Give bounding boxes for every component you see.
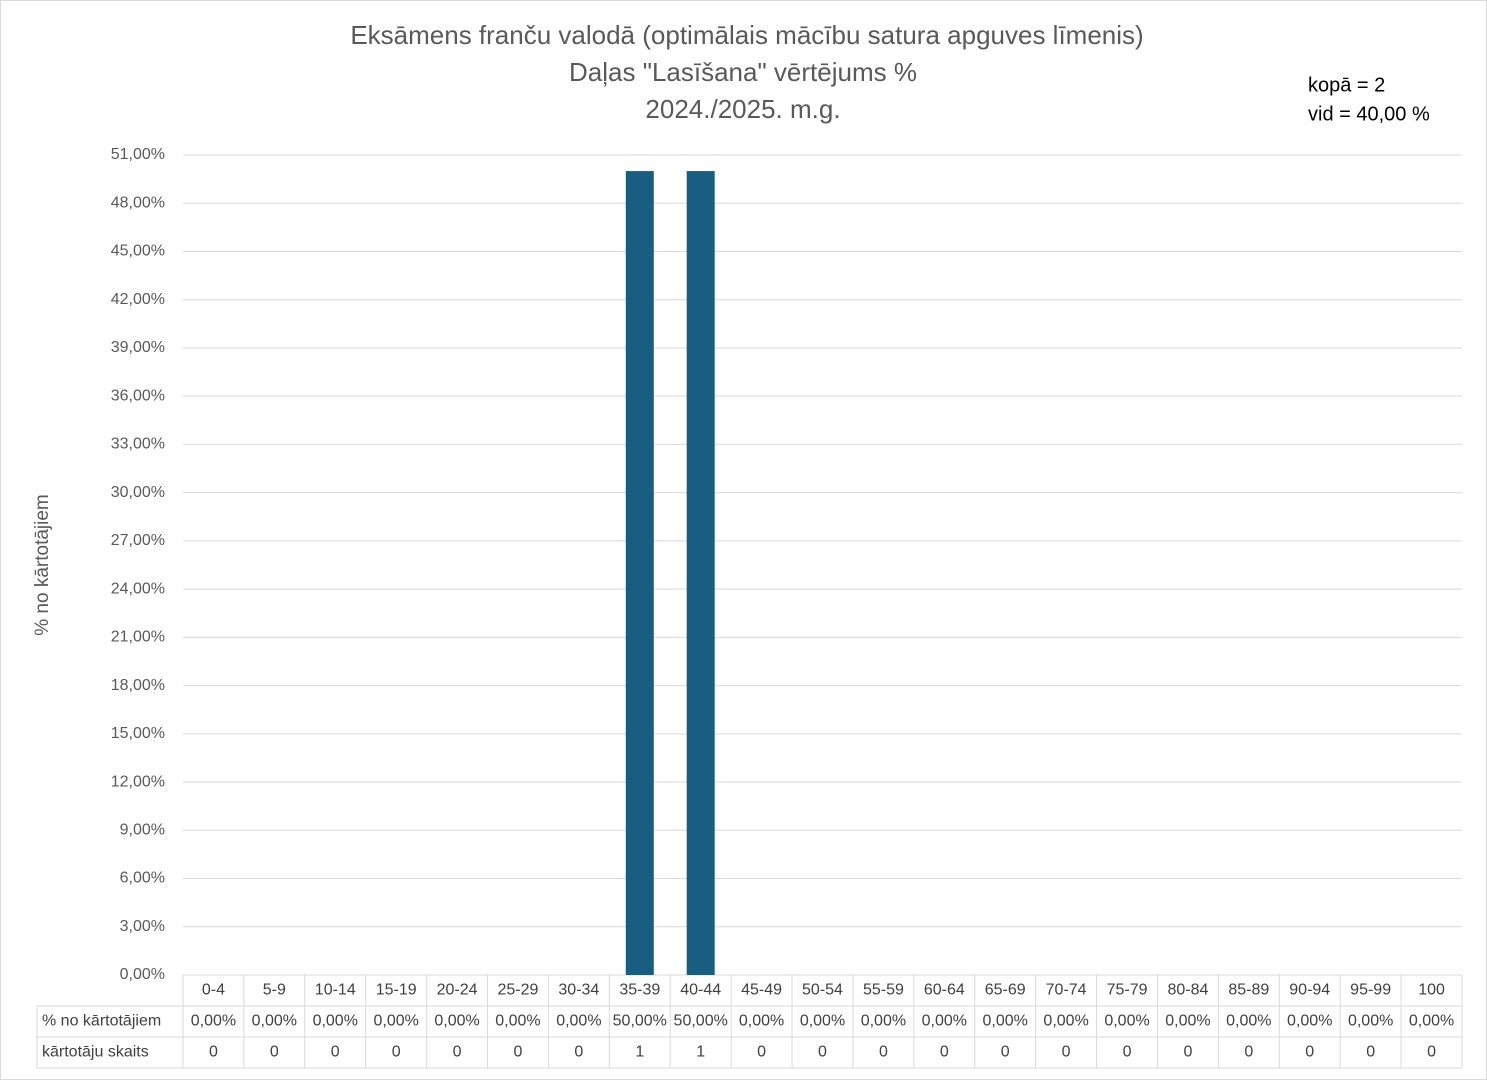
table-count: 0: [757, 1044, 766, 1061]
table-count: 0: [331, 1044, 340, 1061]
x-tick-label: 20-24: [437, 982, 478, 999]
x-tick-label: 5-9: [263, 982, 286, 999]
table-value: 0,00%: [739, 1013, 784, 1030]
x-tick-label: 30-34: [558, 982, 599, 999]
table-value: 0,00%: [313, 1013, 358, 1030]
x-tick-label: 95-99: [1350, 982, 1391, 999]
x-tick-label: 15-19: [376, 982, 417, 999]
table-value: 0,00%: [373, 1013, 418, 1030]
x-tick-label: 35-39: [619, 982, 660, 999]
x-tick-label: 80-84: [1167, 982, 1208, 999]
y-tick-label: 12,00%: [111, 773, 165, 790]
y-tick-label: 24,00%: [111, 580, 165, 597]
table-value: 0,00%: [800, 1013, 845, 1030]
y-tick-label: 21,00%: [111, 629, 165, 646]
x-tick-label: 10-14: [315, 982, 356, 999]
table-value: 0,00%: [983, 1013, 1028, 1030]
y-tick-label: 6,00%: [120, 870, 165, 887]
table-count: 0: [1427, 1044, 1436, 1061]
table-row-label: % no kārtotājiem: [42, 1013, 161, 1030]
y-axis-title: % no kārtotājiem: [32, 494, 53, 636]
x-tick-label: 50-54: [802, 982, 843, 999]
table-count: 0: [818, 1044, 827, 1061]
x-tick-label: 100: [1418, 982, 1445, 999]
table-count: 0: [209, 1044, 218, 1061]
y-tick-label: 30,00%: [111, 484, 165, 501]
y-tick-label: 36,00%: [111, 387, 165, 404]
table-count: 0: [574, 1044, 583, 1061]
table-value: 0,00%: [1043, 1013, 1088, 1030]
table-count: 0: [879, 1044, 888, 1061]
y-tick-label: 33,00%: [111, 436, 165, 453]
table-value: 0,00%: [1409, 1013, 1454, 1030]
y-tick-label: 45,00%: [111, 243, 165, 260]
table-count: 0: [514, 1044, 523, 1061]
x-tick-label: 85-89: [1228, 982, 1269, 999]
y-tick-label: 3,00%: [120, 918, 165, 935]
annotation: vid = 40,00 %: [1308, 103, 1430, 125]
table-value: 50,00%: [674, 1013, 728, 1030]
table-value: 0,00%: [1348, 1013, 1393, 1030]
y-tick-label: 18,00%: [111, 677, 165, 694]
table-count: 0: [270, 1044, 279, 1061]
table-count: 0: [1183, 1044, 1192, 1061]
y-tick-label: 42,00%: [111, 291, 165, 308]
table-value: 0,00%: [191, 1013, 236, 1030]
table-value: 0,00%: [252, 1013, 297, 1030]
x-tick-label: 25-29: [498, 982, 539, 999]
table-count: 1: [696, 1044, 705, 1061]
chart-subtitle: 2024./2025. m.g.: [645, 94, 840, 124]
table-count: 0: [392, 1044, 401, 1061]
x-tick-label: 40-44: [680, 982, 721, 999]
bar: [625, 171, 654, 975]
chart-title: Eksāmens franču valodā (optimālais mācīb…: [350, 20, 1143, 50]
x-tick-label: 55-59: [863, 982, 904, 999]
table-value: 50,00%: [613, 1013, 667, 1030]
table-count: 0: [1001, 1044, 1010, 1061]
table-count: 0: [1366, 1044, 1375, 1061]
y-tick-label: 0,00%: [120, 966, 165, 983]
table-value: 0,00%: [495, 1013, 540, 1030]
x-tick-label: 0-4: [202, 982, 225, 999]
table-count: 0: [1244, 1044, 1253, 1061]
x-tick-label: 90-94: [1289, 982, 1330, 999]
table-value: 0,00%: [1104, 1013, 1149, 1030]
x-tick-label: 65-69: [985, 982, 1026, 999]
table-count: 0: [1062, 1044, 1071, 1061]
x-tick-label: 60-64: [924, 982, 965, 999]
table-value: 0,00%: [1287, 1013, 1332, 1030]
table-value: 0,00%: [434, 1013, 479, 1030]
table-value: 0,00%: [861, 1013, 906, 1030]
y-tick-label: 51,00%: [111, 146, 165, 163]
table-value: 0,00%: [556, 1013, 601, 1030]
x-tick-label: 75-79: [1107, 982, 1148, 999]
table-value: 0,00%: [1226, 1013, 1271, 1030]
table-value: 0,00%: [1165, 1013, 1210, 1030]
table-value: 0,00%: [922, 1013, 967, 1030]
chart-subtitle: Daļas "Lasīšana" vērtējums %: [569, 57, 917, 87]
table-count: 0: [940, 1044, 949, 1061]
y-tick-label: 9,00%: [120, 822, 165, 839]
x-tick-label: 45-49: [741, 982, 782, 999]
y-tick-label: 27,00%: [111, 532, 165, 549]
y-tick-label: 39,00%: [111, 339, 165, 356]
table-count: 1: [635, 1044, 644, 1061]
x-tick-label: 70-74: [1046, 982, 1087, 999]
table-row-label: kārtotāju skaits: [42, 1044, 149, 1061]
table-count: 0: [1123, 1044, 1132, 1061]
y-tick-label: 15,00%: [111, 725, 165, 742]
table-count: 0: [453, 1044, 462, 1061]
table-count: 0: [1305, 1044, 1314, 1061]
y-tick-label: 48,00%: [111, 194, 165, 211]
bar: [686, 171, 715, 975]
annotation: kopā = 2: [1308, 74, 1385, 96]
